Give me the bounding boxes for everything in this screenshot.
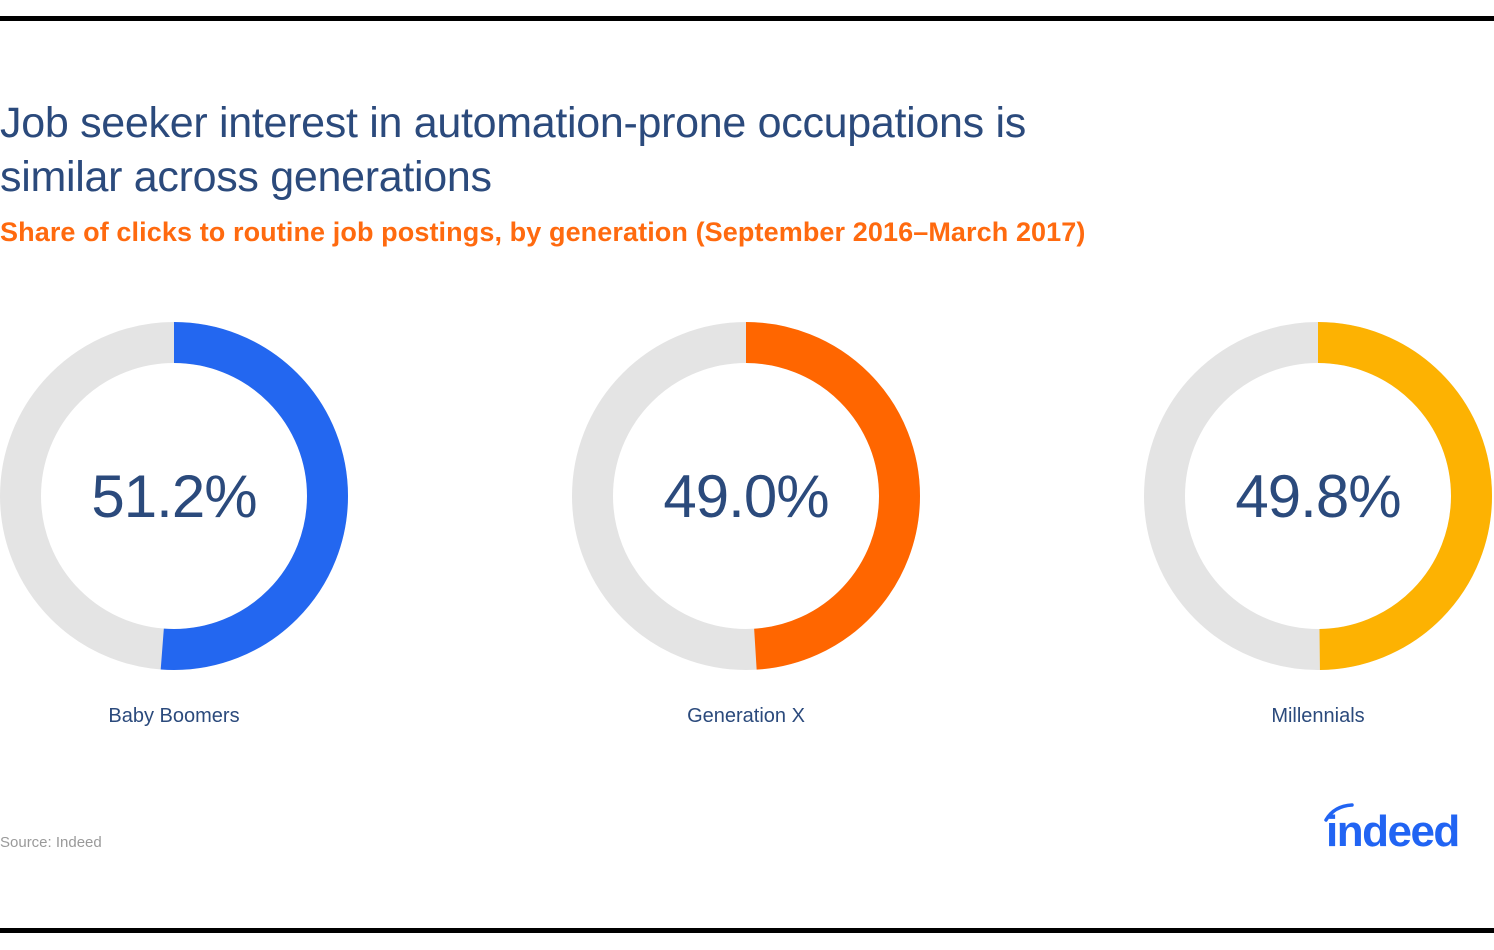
donut-value-arc [1144, 322, 1492, 670]
source-note: Source: Indeed [0, 834, 102, 851]
donut-label: Generation X [687, 705, 805, 727]
chart-title-line-2: similar across generations [0, 153, 492, 201]
svg-text:indeed: indeed [1326, 807, 1459, 856]
chart-subtitle: Share of clicks to routine job postings,… [0, 217, 1086, 247]
indeed-logo: indeed [1322, 800, 1494, 861]
top-rule [0, 16, 1494, 21]
donut-baby-boomers: 51.2% [0, 322, 348, 670]
donut-label: Millennials [1271, 705, 1365, 727]
donut-value-arc [0, 322, 348, 670]
donut-chart-svg [0, 322, 348, 670]
donut-label: Baby Boomers [108, 705, 240, 727]
donut-value-text: 51.2% [91, 462, 257, 530]
donut-chart-svg [1144, 322, 1492, 670]
bottom-rule [0, 928, 1494, 933]
donut-value-text: 49.0% [663, 462, 829, 530]
donut-value-text: 49.8% [1235, 462, 1401, 530]
donut-value-arc [572, 322, 920, 670]
donut-generation-x: 49.0% [572, 322, 920, 670]
indeed-logo-icon: indeed [1324, 803, 1460, 856]
donut-millennials: 49.8% [1144, 322, 1492, 670]
donut-chart-svg [572, 322, 920, 670]
chart-title-line-1: Job seeker interest in automation-prone … [0, 99, 1026, 147]
chart-title: Job seeker interest in automation-prone … [0, 96, 1300, 204]
